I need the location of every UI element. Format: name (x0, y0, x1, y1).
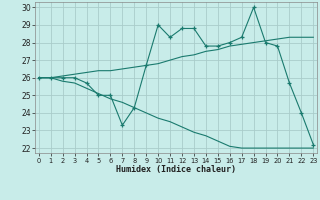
X-axis label: Humidex (Indice chaleur): Humidex (Indice chaleur) (116, 165, 236, 174)
